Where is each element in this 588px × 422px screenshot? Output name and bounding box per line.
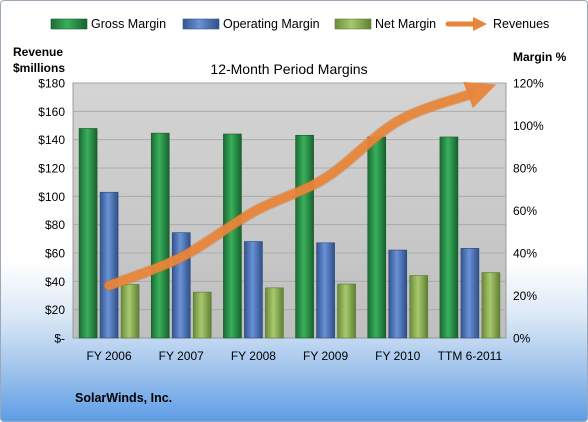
legend: Gross Margin Operating Margin Net Margin… (50, 17, 549, 31)
legend-label-gross-margin: Gross Margin (91, 17, 166, 31)
bar-gross-margin[interactable] (150, 132, 170, 339)
left-tick-label: $40 (45, 275, 65, 289)
legend-swatch-operating-margin (182, 18, 220, 30)
left-axis-label-line1: Revenue (13, 45, 63, 59)
bar-operating-margin[interactable] (244, 241, 263, 339)
left-tick-label: $60 (45, 247, 65, 261)
left-axis-ticks: $- $20 $40 $60 $80 $100 $120 $140 $160 $180 (38, 77, 65, 346)
bar-gross-margin[interactable] (367, 136, 387, 339)
legend-item-operating-margin[interactable]: Operating Margin (182, 17, 320, 31)
legend-arrowhead-revenues (473, 17, 487, 31)
legend-item-net-margin[interactable]: Net Margin (334, 17, 436, 31)
right-tick-label: 20% (513, 289, 537, 303)
bars (78, 128, 501, 339)
right-axis-ticks: 0% 20% 40% 60% 80% 100% 120% (513, 77, 544, 346)
legend-item-revenues[interactable]: Revenues (445, 17, 549, 31)
left-tick-label: $20 (45, 303, 65, 317)
right-tick-label: 120% (513, 77, 544, 91)
left-axis-label-line2: $millions (13, 61, 65, 75)
right-tick-label: 100% (513, 119, 544, 133)
category-labels: FY 2006 FY 2007 FY 2008 FY 2009 FY 2010 TTM 6… (87, 349, 503, 363)
category-label: TTM 6-2011 (438, 349, 503, 363)
legend-label-revenues: Revenues (493, 17, 549, 31)
left-tick-label: $120 (38, 162, 65, 176)
legend-swatch-net-margin (334, 18, 372, 30)
company-name: SolarWinds, Inc. (75, 391, 172, 405)
bar-operating-margin[interactable] (316, 242, 335, 339)
revenue-line (103, 81, 497, 292)
bar-net-margin[interactable] (265, 287, 284, 339)
category-label: FY 2007 (159, 349, 204, 363)
bar-net-margin[interactable] (337, 283, 356, 339)
bar-gross-margin[interactable] (223, 133, 242, 339)
bar-net-margin[interactable] (120, 284, 140, 339)
chart-title: 12-Month Period Margins (210, 61, 367, 77)
bar-net-margin[interactable] (192, 291, 212, 339)
right-tick-label: 40% (513, 247, 537, 261)
bar-operating-margin[interactable] (388, 249, 408, 339)
category-label: FY 2006 (87, 349, 132, 363)
left-tick-label: $80 (45, 218, 65, 232)
bar-operating-margin[interactable] (460, 248, 480, 339)
revenue-arrowhead (463, 81, 497, 109)
bar-gross-margin[interactable] (295, 134, 314, 339)
bar-gross-margin[interactable] (439, 136, 459, 339)
left-tick-label: $160 (38, 105, 65, 119)
legend-label-net-margin: Net Margin (375, 17, 436, 31)
category-label: FY 2008 (231, 349, 276, 363)
legend-swatch-gross-margin (50, 18, 88, 30)
right-tick-label: 60% (513, 204, 537, 218)
plot-area (72, 82, 507, 339)
left-tick-label: $100 (38, 190, 65, 204)
right-tick-label: 0% (513, 332, 531, 346)
legend-item-gross-margin[interactable]: Gross Margin (50, 17, 166, 31)
bar-net-margin[interactable] (409, 275, 429, 339)
right-tick-label: 80% (513, 162, 537, 176)
legend-label-operating-margin: Operating Margin (223, 17, 320, 31)
bar-net-margin[interactable] (481, 272, 501, 339)
left-tick-label: $- (54, 332, 65, 346)
left-tick-label: $140 (38, 133, 65, 147)
revenue-line-path[interactable] (104, 89, 475, 291)
left-tick-label: $180 (38, 77, 65, 91)
bar-gross-margin[interactable] (78, 128, 98, 339)
bar-operating-margin[interactable] (99, 191, 119, 339)
right-axis-label: Margin % (513, 50, 567, 64)
category-label: FY 2009 (303, 349, 348, 363)
category-label: FY 2010 (375, 349, 420, 363)
